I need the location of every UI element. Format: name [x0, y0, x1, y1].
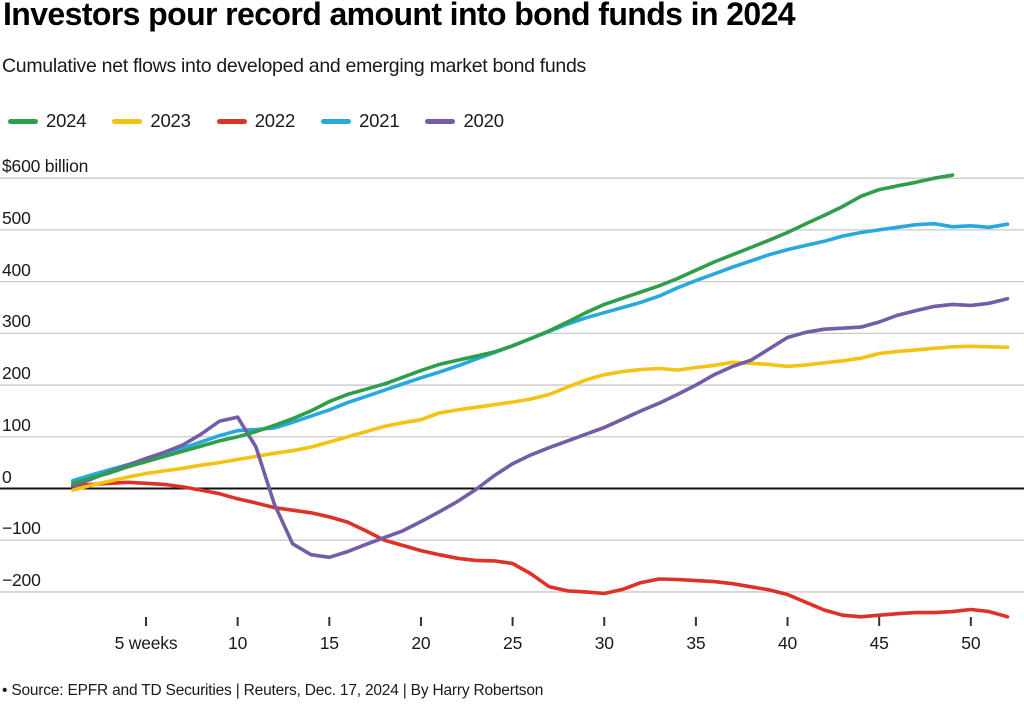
x-tick-label-35: 35	[686, 633, 706, 653]
series-line-2022	[70, 480, 1010, 619]
y-tick-label--200: −200	[2, 569, 41, 590]
x-tick-label-50: 50	[961, 633, 981, 653]
x-tick-label-5: 5 weeks	[114, 633, 178, 653]
legend-swatch-2024	[8, 118, 38, 124]
y-tick-label-200: 200	[2, 363, 31, 384]
y-tick-label-500: 500	[2, 207, 31, 228]
legend: 2024 2023 2022 2021 2020	[8, 110, 504, 132]
source-note: • Source: EPFR and TD Securities | Reute…	[2, 682, 544, 699]
y-tick-label-300: 300	[2, 311, 31, 332]
series-line-2020	[70, 296, 1010, 560]
legend-label-2020: 2020	[463, 110, 504, 131]
series-line-2024	[70, 173, 955, 486]
legend-swatch-2022	[216, 118, 247, 124]
legend-item-2020: 2020	[425, 110, 504, 132]
x-tick-label-30: 30	[594, 633, 614, 653]
legend-swatch-2020	[425, 118, 456, 124]
legend-item-2021: 2021	[321, 110, 400, 132]
x-tick-label-40: 40	[778, 633, 798, 653]
y-tick-label-600: $600 billion	[2, 156, 89, 177]
series-line-2023	[70, 344, 1010, 492]
y-tick-label-400: 400	[2, 259, 31, 280]
chart-title: Investors pour record amount into bond f…	[3, 0, 796, 32]
x-tick-label-25: 25	[503, 633, 523, 653]
y-tick-label--100: −100	[2, 518, 41, 539]
legend-item-2022: 2022	[216, 110, 296, 132]
x-tick-label-20: 20	[411, 633, 431, 653]
legend-item-2024: 2024	[8, 110, 87, 132]
legend-item-2023: 2023	[112, 110, 191, 132]
legend-swatch-2023	[112, 118, 143, 124]
x-tick-label-10: 10	[228, 633, 248, 653]
chart-subtitle: Cumulative net flows into developed and …	[2, 55, 586, 77]
legend-swatch-2021	[321, 118, 352, 124]
x-tick-label-15: 15	[319, 633, 339, 653]
x-tick-label-45: 45	[869, 633, 889, 653]
legend-label-2023: 2023	[150, 110, 191, 131]
legend-label-2022: 2022	[254, 110, 296, 131]
y-tick-label-100: 100	[2, 414, 31, 435]
legend-label-2021: 2021	[359, 110, 400, 131]
legend-label-2024: 2024	[46, 110, 87, 131]
y-tick-label-0: 0	[2, 466, 12, 487]
